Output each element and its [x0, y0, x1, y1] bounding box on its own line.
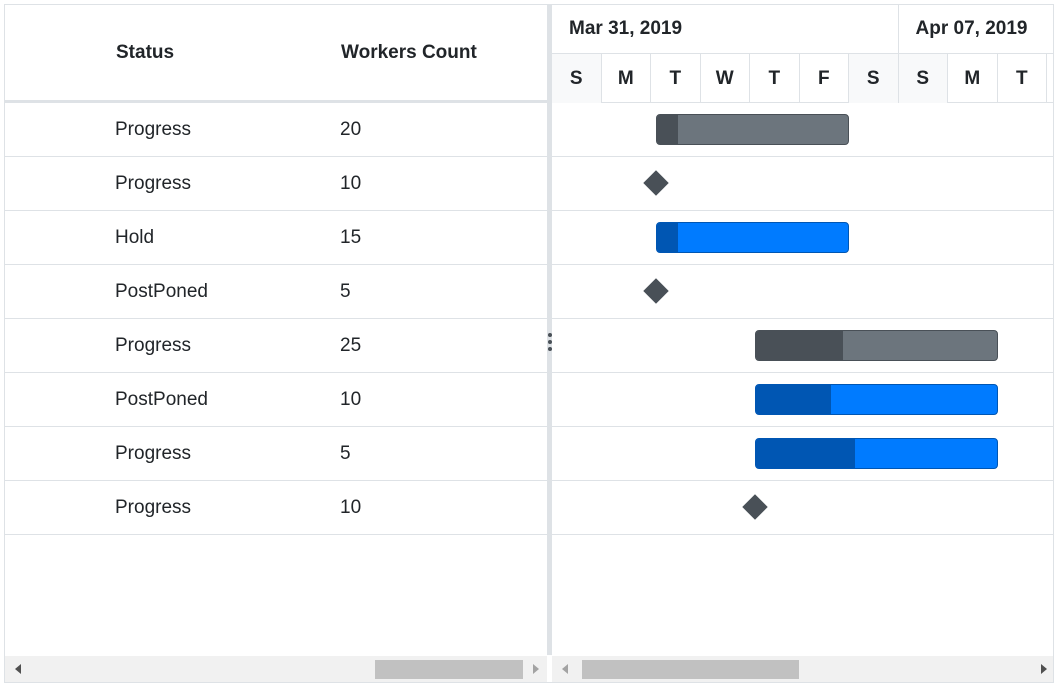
timeline-day-label: T: [998, 54, 1047, 103]
task-progress: [756, 439, 855, 468]
cell-status: Progress: [115, 335, 192, 356]
triangle-right-icon[interactable]: [533, 664, 539, 674]
task-bar[interactable]: [755, 438, 998, 469]
vertical-ellipsis-icon[interactable]: [547, 333, 552, 355]
timeline-header: Mar 31, 2019 Apr 07, 2019 S M T W T F S S M T: [552, 5, 1053, 103]
timeline-day-label: M: [948, 54, 998, 103]
cell-status: PostPoned: [115, 389, 208, 410]
cell-status: Progress: [115, 443, 192, 464]
chart-body: [552, 103, 1053, 535]
cell-status: Progress: [115, 119, 192, 140]
table-row[interactable]: Progress 25: [5, 319, 547, 373]
task-bar[interactable]: [656, 222, 849, 253]
table-row[interactable]: PostPoned 5: [5, 265, 547, 319]
cell-workers-count: 10: [340, 173, 362, 194]
chart-row: [552, 319, 1053, 373]
table-row[interactable]: Progress 10: [5, 157, 547, 211]
chart-row: [552, 373, 1053, 427]
chart-row: [552, 265, 1053, 319]
table-row[interactable]: Progress 20: [5, 103, 547, 157]
table-row[interactable]: Hold 15: [5, 211, 547, 265]
chart-horizontal-scrollbar[interactable]: [552, 656, 1053, 682]
cell-workers-count: 15: [340, 227, 362, 248]
chart-row: [552, 427, 1053, 481]
milestone-diamond[interactable]: [643, 170, 669, 196]
task-progress: [756, 331, 843, 360]
timeline-day-label: S: [849, 54, 899, 103]
timeline-day-label: W: [701, 54, 750, 103]
cell-workers-count: 20: [340, 119, 362, 140]
milestone-diamond[interactable]: [643, 278, 669, 304]
timeline-week-label: Mar 31, 2019: [552, 5, 899, 54]
chart-row: [552, 481, 1053, 535]
cell-status: Progress: [115, 173, 192, 194]
chart-scroll-thumb[interactable]: [582, 660, 799, 679]
timeline-day-label: S: [552, 54, 602, 103]
timeline-day-label: T: [750, 54, 800, 103]
timeline-week-label: Apr 07, 2019: [898, 5, 1053, 54]
triangle-left-icon[interactable]: [15, 664, 21, 674]
timeline-day-label: S: [898, 54, 948, 103]
grid-body: Progress 20 Progress 10 Hold 15 PostPoned 5 Prog…: [5, 103, 547, 535]
cell-status: PostPoned: [115, 281, 208, 302]
task-bar[interactable]: [755, 330, 998, 361]
pane-splitter[interactable]: [547, 5, 552, 655]
cell-workers-count: 25: [340, 335, 362, 356]
task-bar[interactable]: [755, 384, 998, 415]
timeline-day-label: T: [651, 54, 701, 103]
grid-horizontal-scrollbar[interactable]: [5, 656, 547, 682]
chart-row: [552, 157, 1053, 211]
cell-status: Progress: [115, 497, 192, 518]
gantt-chart: Status Workers Count Progress 20 Progress 1…: [4, 4, 1054, 683]
grid-scroll-thumb[interactable]: [375, 660, 523, 679]
cell-workers-count: 10: [340, 497, 362, 518]
timeline-day-label: F: [800, 54, 849, 103]
cell-workers-count: 5: [340, 443, 351, 464]
column-header-workers-count[interactable]: Workers Count: [341, 42, 477, 63]
task-progress: [756, 385, 831, 414]
chart-pane: Mar 31, 2019 Apr 07, 2019 S M T W T F S S M T: [552, 5, 1053, 655]
timeline-day-label: M: [602, 54, 651, 103]
task-progress: [657, 223, 678, 252]
chart-row: [552, 103, 1053, 157]
triangle-left-icon[interactable]: [562, 664, 568, 674]
task-progress: [657, 115, 678, 144]
milestone-diamond[interactable]: [742, 494, 768, 520]
table-row[interactable]: Progress 5: [5, 427, 547, 481]
chart-row: [552, 211, 1053, 265]
grid-header: Status Workers Count: [5, 5, 547, 103]
task-bar[interactable]: [656, 114, 849, 145]
triangle-right-icon[interactable]: [1041, 664, 1047, 674]
task-grid: Status Workers Count Progress 20 Progress 1…: [5, 5, 547, 655]
cell-workers-count: 5: [340, 281, 351, 302]
column-header-status[interactable]: Status: [116, 42, 175, 63]
table-row[interactable]: Progress 10: [5, 481, 547, 535]
cell-status: Hold: [115, 227, 155, 248]
cell-workers-count: 10: [340, 389, 362, 410]
table-row[interactable]: PostPoned 10: [5, 373, 547, 427]
